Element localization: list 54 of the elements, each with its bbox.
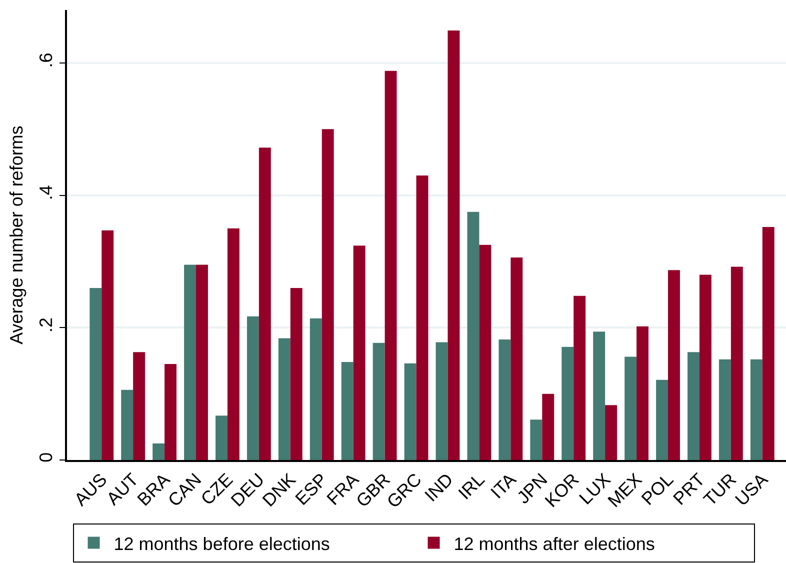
bar [310, 318, 322, 460]
legend-label: 12 months before elections [114, 534, 330, 554]
bar [448, 30, 460, 460]
bar [624, 356, 637, 460]
bar [404, 363, 416, 460]
bar [636, 326, 648, 460]
bar [510, 258, 523, 460]
bar [416, 175, 428, 460]
bar [341, 362, 354, 460]
x-tick-label: IND [420, 469, 457, 506]
x-tick-label: ITA [486, 469, 520, 502]
bar [196, 264, 208, 460]
bar [498, 340, 511, 460]
bar [762, 227, 774, 460]
bar [372, 342, 385, 460]
bar [133, 352, 146, 460]
bar [574, 296, 586, 460]
bar [542, 394, 554, 460]
bar [278, 338, 290, 460]
bar [593, 332, 606, 460]
legend-label: 12 months after elections [454, 534, 655, 554]
bar [164, 364, 176, 460]
y-tick-label: 0 [36, 452, 56, 462]
bar [718, 359, 731, 460]
bar [322, 129, 334, 460]
bar [530, 420, 542, 460]
bar [258, 148, 271, 460]
bar [436, 342, 448, 460]
bar [562, 346, 574, 460]
bar [121, 390, 134, 460]
y-tick-label: .4 [36, 185, 56, 200]
bar [102, 230, 114, 460]
bar [216, 416, 228, 460]
bar [688, 352, 700, 460]
bar [605, 405, 618, 460]
bar [467, 212, 480, 460]
bar [656, 380, 668, 460]
bar [290, 288, 302, 460]
x-tick-label: IRL [454, 469, 488, 504]
bar [668, 270, 680, 460]
bar [90, 288, 102, 460]
bar [152, 443, 165, 460]
y-tick-label: .2 [36, 317, 56, 332]
bar [479, 244, 492, 460]
bar [227, 228, 240, 460]
y-axis-title: Average number of reforms [6, 126, 27, 344]
y-tick-label: .6 [36, 52, 56, 68]
bar [246, 316, 259, 460]
bar [184, 264, 196, 460]
bar [699, 274, 712, 460]
bar [384, 70, 397, 460]
bar [353, 246, 366, 460]
bar [750, 359, 762, 460]
bar [730, 266, 743, 460]
